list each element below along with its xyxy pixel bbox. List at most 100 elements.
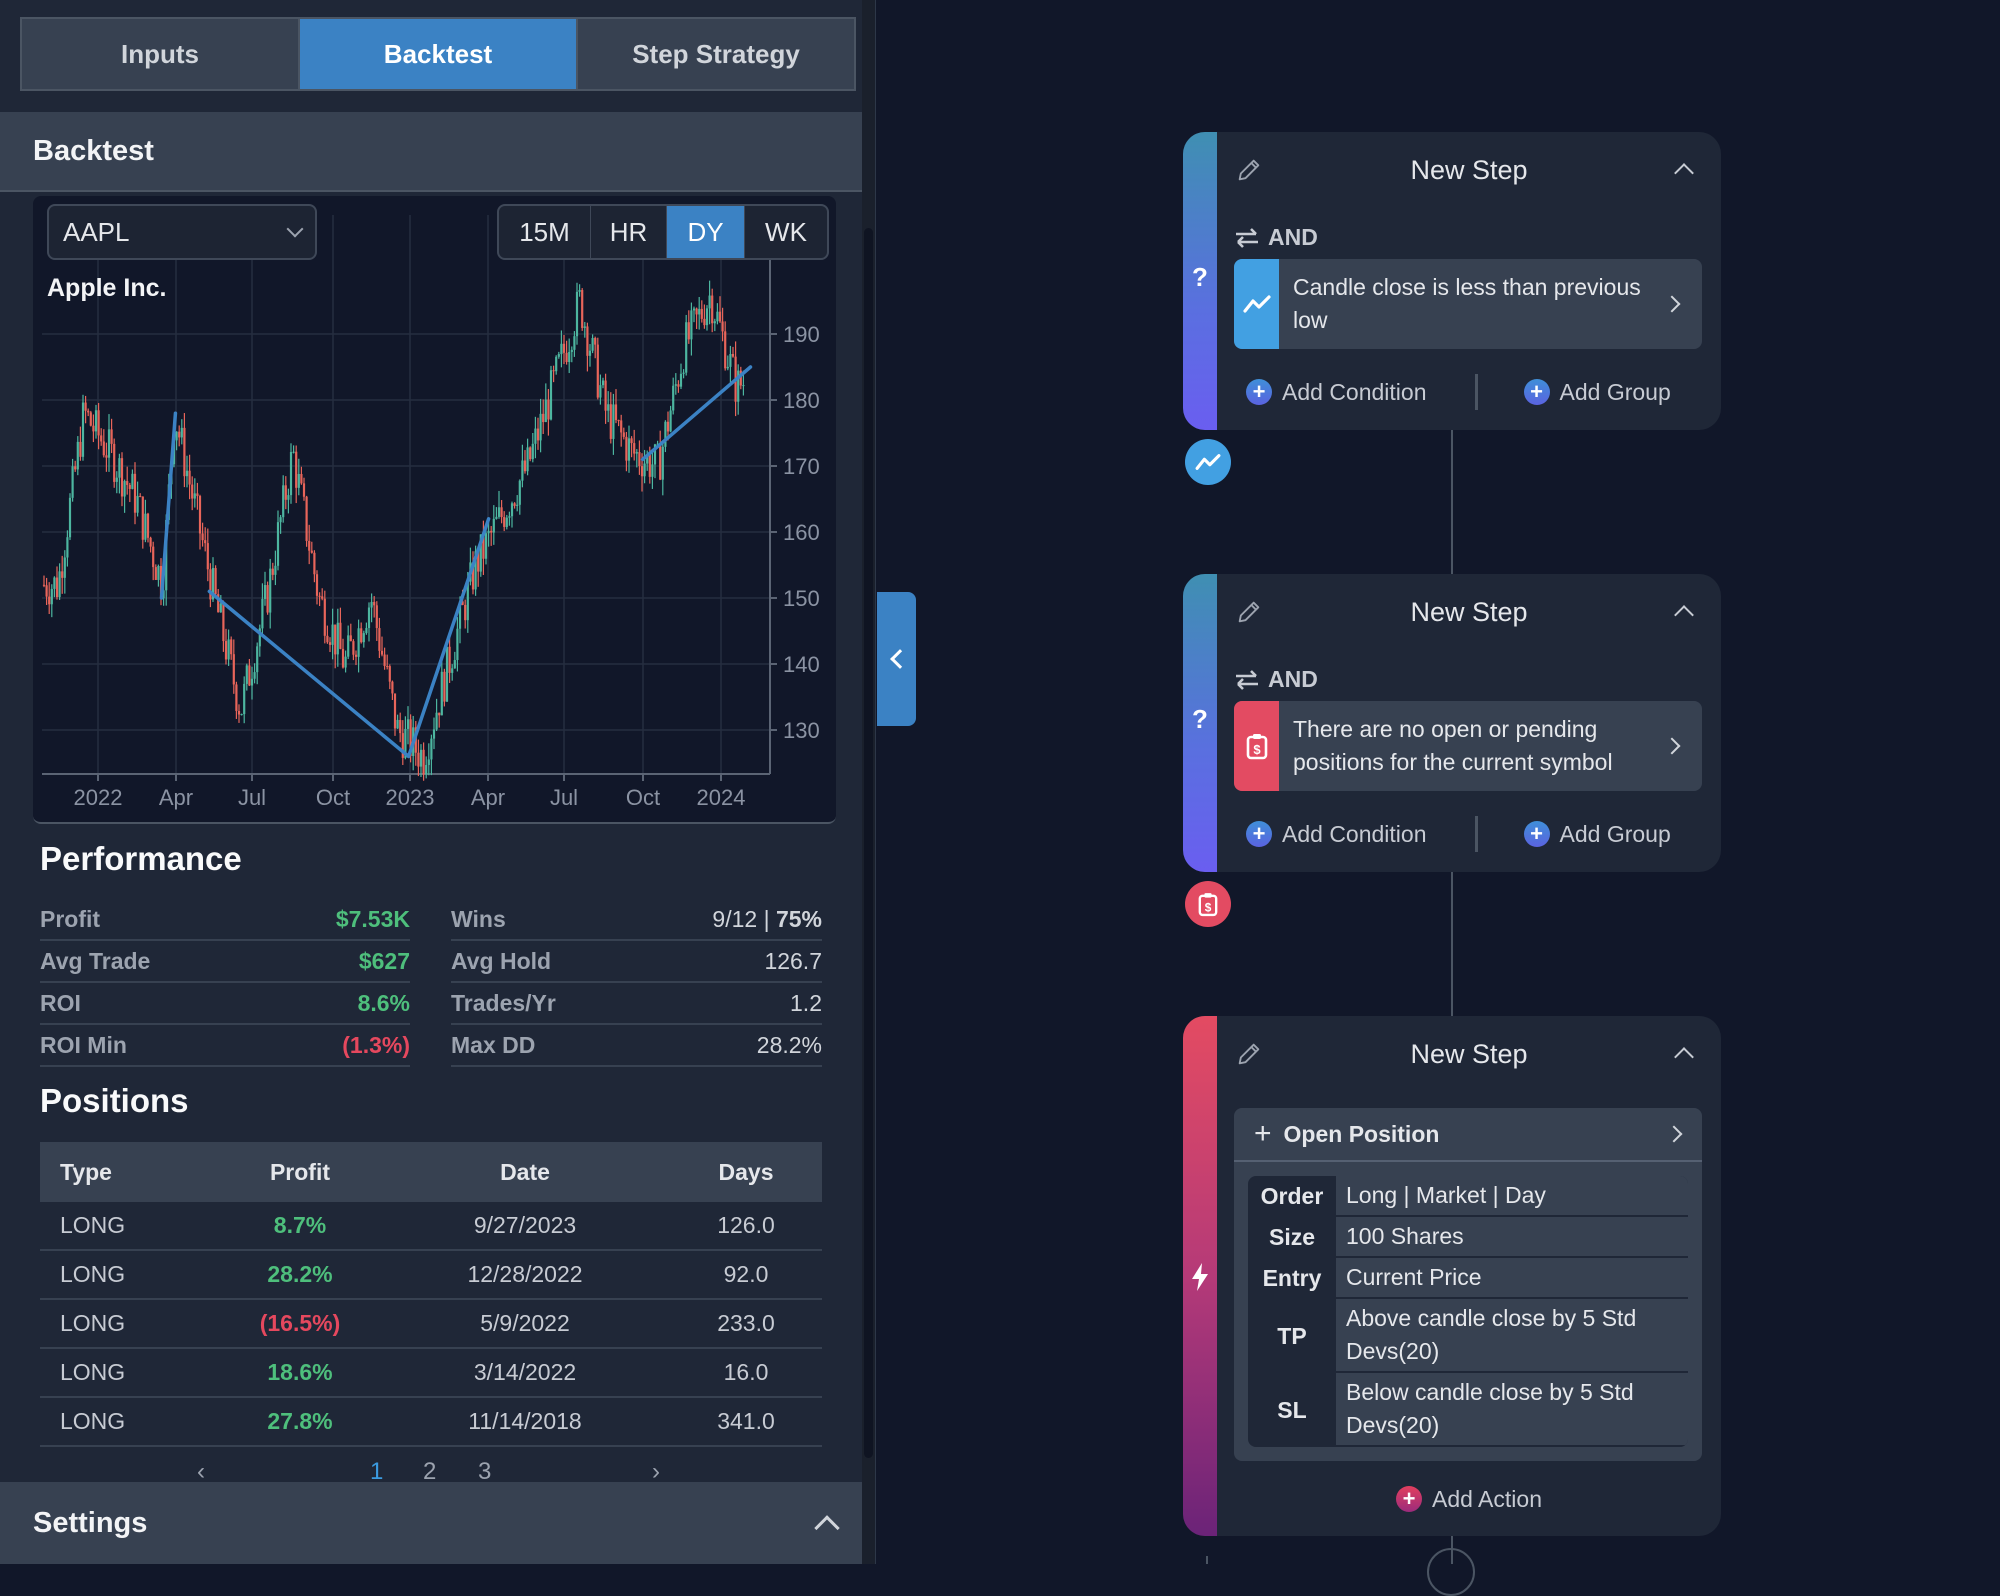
- pencil-icon[interactable]: [1235, 598, 1263, 626]
- ticker-select[interactable]: AAPL: [47, 204, 317, 260]
- svg-text:190: 190: [783, 322, 820, 347]
- table-row[interactable]: LONG 8.7% 9/27/2023 126.0: [40, 1202, 822, 1251]
- table-header: Type Profit Date Days: [40, 1142, 822, 1202]
- tab-backtest[interactable]: Backtest: [300, 19, 578, 89]
- metric-avg-trade: Avg Trade $627: [40, 941, 410, 983]
- page-3-button[interactable]: 3: [478, 1462, 492, 1482]
- svg-text:$: $: [1205, 900, 1212, 914]
- chevron-up-icon[interactable]: [1674, 1047, 1694, 1067]
- chevron-right-icon: [1663, 737, 1681, 755]
- backtest-section-header: Backtest: [0, 112, 876, 192]
- divider: [1474, 816, 1478, 852]
- add-condition-label: Add Condition: [1282, 820, 1427, 847]
- tab-inputs[interactable]: Inputs: [22, 19, 300, 89]
- detail-value: 100 Shares: [1336, 1217, 1688, 1258]
- svg-text:Jul: Jul: [550, 785, 578, 810]
- timeframe-dy[interactable]: DY: [667, 206, 745, 258]
- swap-arrows-icon: [1236, 227, 1258, 248]
- condition-text: Candle close is less than previous low: [1293, 274, 1641, 333]
- detail-value: Below candle close by 5 Std Devs(20): [1336, 1373, 1688, 1447]
- detail-row-size: Size 100 Shares: [1248, 1217, 1688, 1258]
- metric-value: $7.53K: [335, 905, 410, 932]
- wins-count: 9/12 |: [712, 905, 776, 932]
- logic-operator[interactable]: AND: [1234, 224, 1318, 251]
- cell-profit: (16.5%): [259, 1310, 341, 1336]
- next-page-button[interactable]: ›: [652, 1462, 660, 1482]
- wins-percent: 75%: [775, 905, 822, 932]
- cell-date: 5/9/2022: [480, 1310, 570, 1336]
- pencil-icon[interactable]: [1235, 156, 1263, 184]
- condition-item[interactable]: $ There are no open or pending positions…: [1234, 701, 1702, 791]
- col-days[interactable]: Days: [718, 1158, 774, 1185]
- metric-value: (1.3%): [342, 1031, 410, 1058]
- add-step-button[interactable]: [1427, 1548, 1475, 1596]
- step-title[interactable]: New Step: [1410, 1038, 1528, 1069]
- add-group-button[interactable]: + Add Group: [1523, 821, 1671, 848]
- metric-label: Profit: [40, 905, 101, 932]
- trend-line-node-icon[interactable]: [1185, 439, 1231, 485]
- performance-metrics-right: Wins 9/12 | 75% Avg Hold 126.7 Trades/Yr 1.…: [451, 899, 822, 1067]
- page-1-button[interactable]: 1: [370, 1462, 384, 1482]
- chevron-left-icon: [889, 649, 910, 669]
- cell-type: LONG: [60, 1359, 126, 1385]
- table-row[interactable]: LONG (16.5%) 5/9/2022 233.0: [40, 1300, 822, 1349]
- metric-value: 28.2%: [756, 1031, 822, 1058]
- step-title[interactable]: New Step: [1410, 154, 1528, 185]
- condition-step-bar: ?: [1183, 132, 1217, 430]
- detail-key: Entry: [1262, 1265, 1322, 1291]
- timeframe-wk[interactable]: WK: [765, 216, 807, 247]
- price-chart[interactable]: 130 140 150 160 170 180 190 2022 Apr Jul Oct 2023 Ap…: [33, 196, 836, 824]
- svg-text:Jul: Jul: [238, 785, 266, 810]
- logic-operator[interactable]: AND: [1234, 666, 1318, 693]
- svg-text:130: 130: [783, 718, 820, 743]
- cell-date: 11/14/2018: [468, 1408, 582, 1434]
- settings-section-header[interactable]: Settings: [0, 1482, 876, 1564]
- trend-line-icon: [1234, 259, 1279, 349]
- connector-line: [1451, 430, 1453, 575]
- tab-step-strategy[interactable]: Step Strategy: [632, 38, 800, 69]
- chevron-up-icon[interactable]: [1674, 163, 1694, 183]
- svg-text:2022: 2022: [74, 785, 123, 810]
- metric-label: Max DD: [451, 1031, 536, 1058]
- timeframe-15m[interactable]: 15M: [499, 206, 591, 258]
- timeframe-selector: 15M HR DY WK: [497, 204, 829, 260]
- chevron-up-icon[interactable]: [814, 1515, 840, 1541]
- chevron-right-icon: [1665, 1125, 1683, 1143]
- condition-item[interactable]: Candle close is less than previous low: [1234, 259, 1702, 349]
- panel-scrollbar[interactable]: [864, 228, 873, 1458]
- svg-text:160: 160: [783, 520, 820, 545]
- page-2-button[interactable]: 2: [423, 1462, 437, 1482]
- svg-text:180: 180: [783, 388, 820, 413]
- col-profit[interactable]: Profit: [269, 1158, 331, 1185]
- detail-value: Long | Market | Day: [1336, 1176, 1688, 1217]
- positions-table: Type Profit Date Days LONG 8.7% 9/27/202…: [40, 1142, 822, 1447]
- add-condition-button[interactable]: + Add Condition: [1246, 379, 1427, 406]
- open-position-header[interactable]: + Open Position: [1234, 1108, 1702, 1162]
- timeframe-hr[interactable]: HR: [591, 206, 667, 258]
- col-date[interactable]: Date: [500, 1158, 550, 1185]
- plus-circle-icon: +: [1396, 1486, 1423, 1512]
- clipboard-dollar-node-icon[interactable]: $: [1185, 881, 1231, 927]
- cell-days: 233.0: [717, 1310, 775, 1336]
- detail-key: Size: [1268, 1224, 1316, 1250]
- metric-label: Trades/Yr: [451, 989, 556, 1016]
- add-group-button[interactable]: + Add Group: [1523, 379, 1671, 406]
- table-row[interactable]: LONG 27.8% 11/14/2018 341.0: [40, 1398, 822, 1447]
- table-row[interactable]: LONG 18.6% 3/14/2022 16.0: [40, 1349, 822, 1398]
- add-action-button[interactable]: + Add Action: [1396, 1486, 1542, 1513]
- plus-circle-icon: +: [1246, 379, 1272, 405]
- pencil-icon[interactable]: [1235, 1040, 1263, 1068]
- chevron-up-icon[interactable]: [1674, 605, 1694, 625]
- collapse-panel-button[interactable]: [877, 592, 916, 726]
- prev-page-button[interactable]: ‹: [197, 1462, 205, 1482]
- table-row[interactable]: LONG 28.2% 12/28/2022 92.0: [40, 1251, 822, 1300]
- col-type[interactable]: Type: [60, 1158, 112, 1185]
- metric-label: ROI Min: [40, 1031, 127, 1058]
- metric-wins: Wins 9/12 | 75%: [451, 899, 822, 941]
- step-add-actions: + Add Condition + Add Group: [1217, 372, 1721, 412]
- step-title[interactable]: New Step: [1410, 596, 1528, 627]
- svg-text:Oct: Oct: [626, 785, 660, 810]
- cell-days: 341.0: [717, 1408, 775, 1434]
- add-condition-button[interactable]: + Add Condition: [1246, 821, 1427, 848]
- svg-text:150: 150: [783, 586, 820, 611]
